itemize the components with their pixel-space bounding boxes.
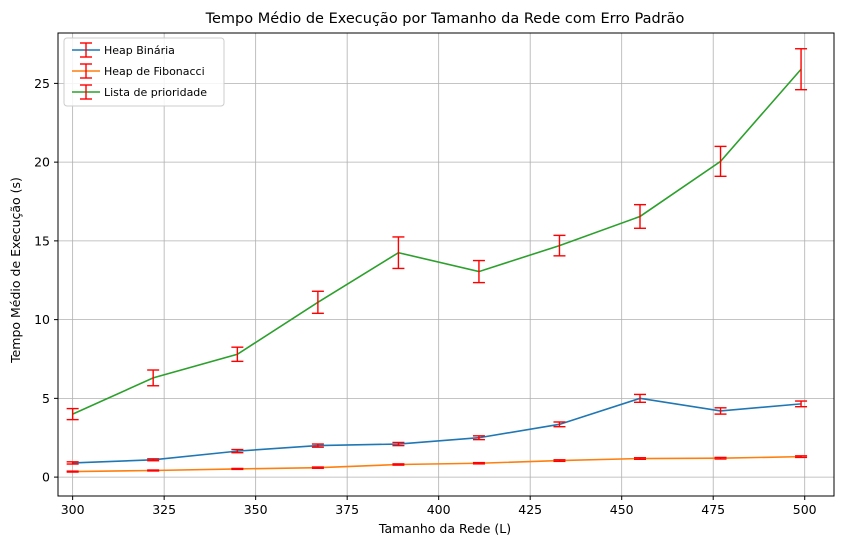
x-tick-label: 400 xyxy=(427,502,451,517)
series-1 xyxy=(66,393,808,465)
error-bar xyxy=(472,461,485,465)
y-tick-label: 5 xyxy=(42,391,50,406)
error-bar xyxy=(714,145,727,178)
x-axis: 300 325 350 375 400 425 450 475 500 xyxy=(61,496,817,517)
series-line xyxy=(72,397,802,464)
x-tick-label: 300 xyxy=(61,502,85,517)
error-bar xyxy=(634,393,646,403)
plot-area xyxy=(66,48,808,473)
error-bar xyxy=(231,346,244,363)
x-tick-label: 500 xyxy=(793,502,817,517)
x-tick-label: 450 xyxy=(610,502,634,517)
error-bar xyxy=(147,369,160,387)
legend-item: Lista de prioridade xyxy=(72,84,207,100)
error-bar xyxy=(553,459,566,463)
error-bar xyxy=(553,234,566,257)
error-bar xyxy=(392,236,405,270)
series-3 xyxy=(66,48,808,421)
y-tick-label: 15 xyxy=(34,233,50,248)
legend-label: Heap de Fibonacci xyxy=(104,65,205,78)
error-bar xyxy=(311,443,324,448)
legend-label: Heap Binária xyxy=(104,44,175,57)
legend-item: Heap Binária xyxy=(72,42,175,58)
error-bar xyxy=(714,407,727,415)
error-bar xyxy=(311,290,324,315)
error-bar xyxy=(472,259,485,284)
x-tick-label: 350 xyxy=(244,502,268,517)
chart-title: Tempo Médio de Execução por Tamanho da R… xyxy=(205,11,685,27)
series-2 xyxy=(66,455,808,473)
error-bar xyxy=(311,466,324,469)
error-bar xyxy=(795,400,808,408)
legend-label: Lista de prioridade xyxy=(104,86,207,99)
grid xyxy=(58,33,834,496)
error-bar xyxy=(66,470,79,473)
error-bar xyxy=(795,455,808,459)
series-line xyxy=(72,455,802,473)
error-bar xyxy=(147,469,160,472)
x-tick-label: 375 xyxy=(335,502,359,517)
error-bar xyxy=(231,448,244,454)
plot-frame xyxy=(57,32,835,497)
error-bar xyxy=(634,203,646,229)
error-bar xyxy=(714,456,727,460)
y-axis: 0 5 10 15 20 25 xyxy=(34,76,58,485)
y-tick-label: 10 xyxy=(34,312,50,327)
error-bar xyxy=(66,461,79,465)
error-bar xyxy=(795,48,808,91)
y-tick-label: 20 xyxy=(34,155,50,170)
legend-item: Heap de Fibonacci xyxy=(72,63,205,79)
y-axis-label: Tempo Médio de Execução (s) xyxy=(8,177,23,364)
x-tick-label: 325 xyxy=(152,502,176,517)
x-tick-label: 425 xyxy=(518,502,542,517)
error-bar xyxy=(66,407,79,421)
x-tick-label: 475 xyxy=(701,502,725,517)
error-bar xyxy=(147,458,160,462)
error-bar xyxy=(392,441,405,447)
legend: Heap Binária Heap de Fibonacci Lista de pr… xyxy=(63,37,225,107)
y-tick-label: 25 xyxy=(34,76,50,91)
x-axis-label: Tamanho da Rede (L) xyxy=(378,521,511,536)
error-bar xyxy=(634,457,646,461)
error-bar xyxy=(231,467,244,471)
y-tick-label: 0 xyxy=(42,470,50,485)
error-bar xyxy=(392,463,405,466)
error-bar xyxy=(553,421,566,428)
legend-box xyxy=(63,37,225,107)
series-line xyxy=(72,68,802,415)
error-bar xyxy=(472,435,485,441)
